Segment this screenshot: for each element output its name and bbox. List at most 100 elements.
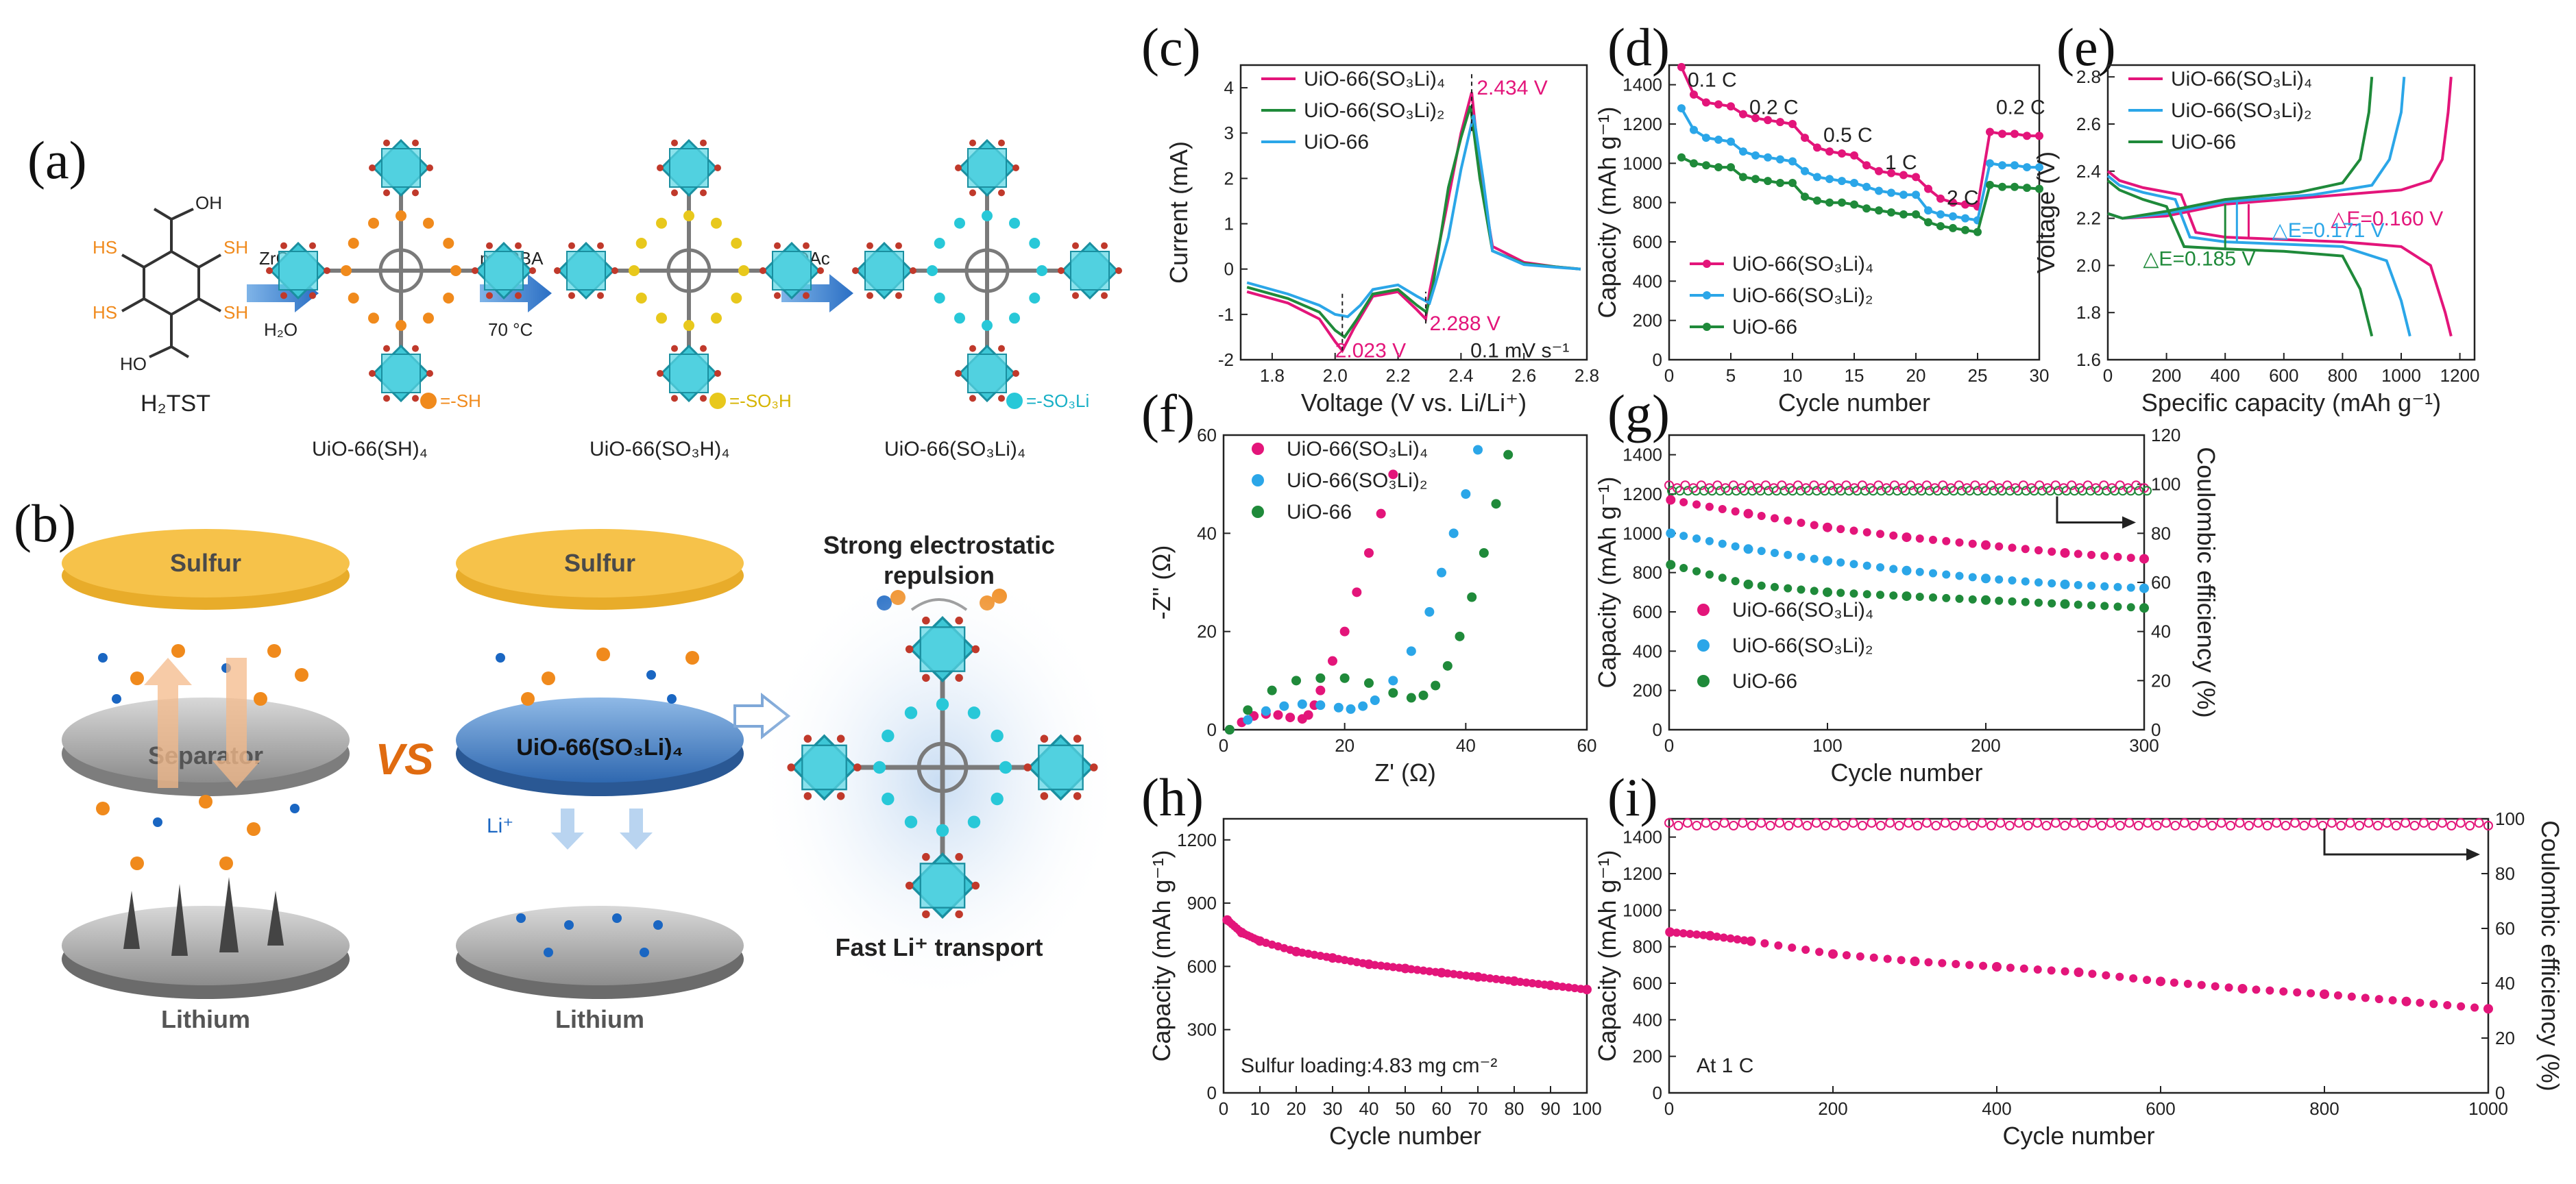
data-point [1924, 218, 1932, 227]
data-point [1679, 563, 1688, 572]
x-tick-label: 0 [2103, 365, 2113, 386]
y-tick-label: 0 [1224, 259, 1234, 280]
y-tick-label: 600 [1633, 602, 1662, 622]
data-point [1771, 549, 1779, 557]
sulfur-disc-left [62, 529, 350, 597]
data-point [1692, 567, 1701, 576]
li-ion-dot [544, 948, 553, 957]
efficiency-point [1777, 480, 1787, 491]
data-point [2470, 1003, 2479, 1012]
mof2-name: UiO-66(SO₃H)₄ [590, 438, 729, 460]
ligand-ho-label: HO [120, 354, 147, 374]
efficiency-point [1875, 821, 1886, 830]
data-point [1901, 591, 1912, 602]
chart-f: (f) 0 20 40 60 0 20 40 60 Z' (Ω) -Z'' (Ω) UiO-66(SO… [1141, 384, 1596, 787]
data-point [1869, 953, 1878, 962]
data-point [1407, 965, 1415, 974]
ligand-oh-label: OH [195, 193, 222, 213]
y-axis-title: Current (mA) [1165, 141, 1193, 284]
mof-functional-group [873, 761, 886, 774]
li-ion-dot [153, 817, 162, 827]
legend-label: UiO-66 [1732, 670, 1797, 693]
data-point [1413, 965, 1422, 974]
efficiency-point [1912, 821, 1923, 830]
data-point [1455, 631, 1465, 641]
polysulfide-dot [685, 651, 699, 665]
mof-functional-group [991, 729, 1004, 743]
data-point [1936, 210, 1945, 219]
data-point [1455, 970, 1464, 979]
data-point [2279, 987, 2288, 996]
data-point [1383, 962, 1392, 971]
oxygen-atom [922, 616, 930, 625]
efficiency-point [1949, 821, 1960, 830]
oxygen-atom [309, 242, 316, 249]
data-point [1261, 706, 1271, 716]
data-point [1570, 984, 1579, 993]
oxygen-atom [852, 267, 859, 274]
zr-cluster-face [381, 148, 421, 188]
data-point [2060, 579, 2070, 589]
oxygen-atom [515, 292, 522, 299]
y2-tick-label: 100 [2151, 474, 2180, 495]
efficiency-point [2235, 818, 2245, 828]
data-point [2483, 1004, 2493, 1014]
efficiency-point [2115, 480, 2125, 491]
efficiency-point [1857, 821, 1867, 830]
data-point [2021, 577, 2030, 586]
data-point [1437, 567, 1446, 578]
y2-tick-label: 0 [2151, 719, 2161, 740]
data-point [2197, 981, 2206, 989]
data-point [1690, 159, 1698, 168]
ligand-hs-label-2: HS [93, 302, 117, 323]
data-point [1838, 149, 1846, 158]
data-point [2006, 963, 2015, 972]
data-point [1558, 983, 1567, 991]
oxygen-atom [266, 267, 273, 274]
data-point [1315, 685, 1326, 695]
efficiency-point [2123, 483, 2133, 493]
data-point [1899, 210, 1908, 219]
efficiency-point [1830, 818, 1840, 828]
mof1-name: UiO-66(SH)₄ [312, 438, 428, 460]
data-point [1443, 969, 1452, 978]
oxygen-atom [955, 674, 963, 682]
rate-label: 0.1 C [1688, 69, 1737, 92]
oxygen-atom [700, 139, 707, 147]
data-point [2048, 547, 2056, 556]
efficiency-point [1986, 821, 1996, 830]
data-point [2457, 1002, 2466, 1011]
efficiency-point [1745, 480, 1755, 491]
efficiency-point [2026, 483, 2037, 493]
mof-functional-group [999, 761, 1012, 774]
data-point [1842, 951, 1851, 960]
oxygen-atom [803, 735, 812, 743]
data-point [1815, 948, 1824, 957]
key-so3li-dot [1006, 393, 1023, 409]
oxygen-atom [1101, 242, 1108, 249]
efficiency-point [1664, 480, 1674, 491]
data-point [1692, 500, 1701, 509]
data-point [1370, 695, 1380, 705]
efficiency-point [2336, 821, 2346, 830]
data-point [1679, 929, 1688, 938]
mof-functional-group [423, 217, 434, 229]
legend-marker [1697, 639, 1710, 652]
oxygen-atom [836, 792, 845, 800]
data-point [1813, 143, 1821, 152]
efficiency-point [2170, 821, 2180, 830]
data-point [2113, 552, 2122, 561]
y-axis-title: Capacity (mAh g⁻¹) [1593, 106, 1621, 318]
data-point [1912, 173, 1920, 182]
mof-functional-group [731, 293, 742, 304]
oxygen-atom [597, 292, 604, 299]
data-point [1952, 960, 1960, 968]
efficiency-point [2401, 818, 2411, 828]
data-point [2008, 576, 2017, 585]
x-tick-label: 400 [1982, 1098, 2011, 1119]
mof-functional-group [341, 265, 352, 276]
oxygen-atom [836, 735, 845, 743]
x-tick-label: 70 [1468, 1098, 1488, 1119]
data-point [1352, 958, 1361, 967]
oxygen-atom [1012, 164, 1019, 171]
